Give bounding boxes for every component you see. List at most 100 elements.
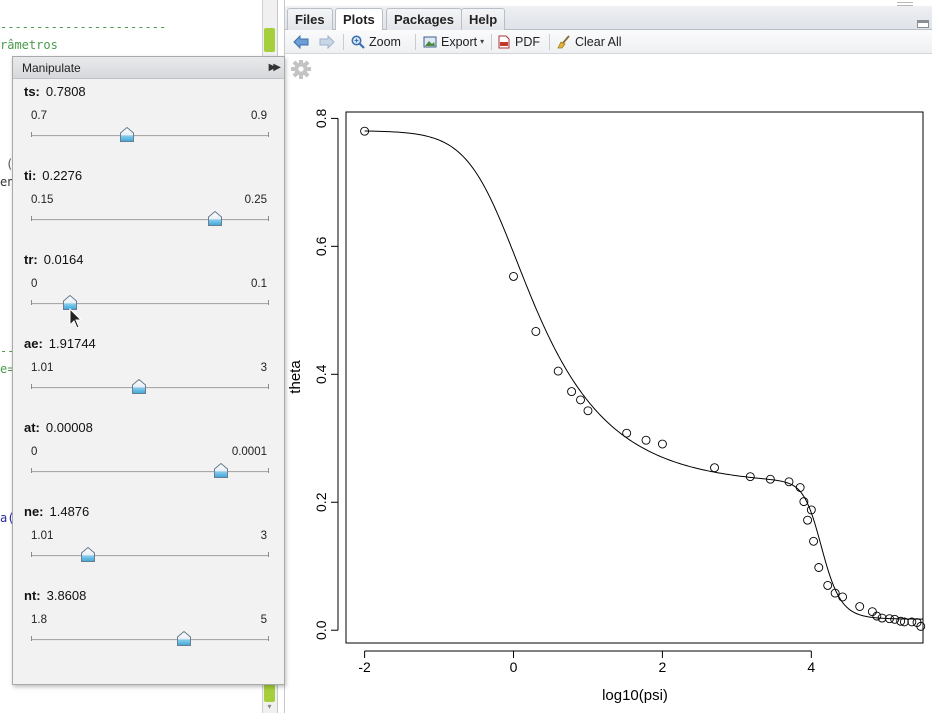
slider-tick [268, 216, 269, 221]
scroll-down-icon[interactable]: ▾ [267, 702, 272, 711]
slider-track[interactable] [31, 639, 268, 641]
slider-max-label: 0.25 [244, 194, 267, 206]
x-axis-label: log10(psi) [602, 687, 668, 704]
slider-thumb[interactable] [207, 211, 222, 226]
data-point [576, 395, 585, 405]
splitter-grip-icon[interactable] [897, 2, 913, 6]
slider-param-name: ti: [24, 168, 37, 183]
plots-toolbar: Zoom Export ▾ PDF Clear All [285, 30, 932, 54]
slider-track[interactable] [31, 303, 268, 305]
data-point [567, 387, 577, 397]
slider-min-label: 1.01 [31, 530, 54, 542]
scrollbar-thumb[interactable] [264, 28, 275, 52]
minimize-pane-icon[interactable] [917, 20, 929, 28]
data-point [360, 126, 370, 136]
slider-param-name: nt: [24, 588, 41, 603]
slider-thumb[interactable] [119, 127, 134, 142]
slider-label: ne: 1.4876 [24, 504, 89, 519]
slider-min-label: 0.15 [31, 194, 54, 206]
y-tick-label: 0.0 [313, 620, 329, 640]
slider-value: 0.0164 [43, 252, 84, 267]
slider-tick [31, 132, 32, 137]
arrow-right-icon [319, 35, 335, 49]
slider-max-label: 3 [260, 530, 267, 542]
toolbar-divider [343, 34, 344, 50]
tab-packages[interactable]: Packages [386, 8, 462, 30]
y-tick-label: 0.6 [313, 236, 329, 256]
slider-tick [268, 384, 269, 389]
toolbar-divider [549, 34, 550, 50]
code-line: ( [6, 157, 14, 171]
x-tick-label: -2 [358, 659, 371, 675]
slider-value: 1.91744 [48, 336, 96, 351]
plot-box [345, 111, 924, 644]
tab-plots[interactable]: Plots [335, 8, 383, 31]
slider-param-name: at: [24, 420, 40, 435]
gear-icon[interactable] [291, 60, 311, 79]
tab-help[interactable]: Help [461, 8, 506, 30]
chevron-down-icon: ▾ [480, 37, 485, 46]
plot-area: -2 0 2 4 0.0 0.2 0.4 0.6 0.8 log10(psi) theta [287, 60, 926, 704]
slider-tick [268, 468, 269, 473]
manipulate-panel: Manipulate ▶▶ ts: 0.7808 0.7 0.9 ti: 0.2276 0.… [12, 56, 285, 685]
forward-button[interactable] [319, 32, 335, 52]
slider-track[interactable] [31, 555, 268, 557]
export-image-icon [423, 36, 437, 48]
slider-ts: ts: 0.7808 0.7 0.9 [13, 84, 284, 168]
y-tick-label: 0.4 [313, 364, 329, 384]
slider-track[interactable] [31, 135, 268, 137]
arrow-left-icon [293, 35, 309, 49]
back-button[interactable] [293, 32, 309, 52]
slider-tick [31, 384, 32, 389]
tab-files[interactable]: Files [287, 8, 333, 30]
slider-track[interactable] [31, 219, 268, 221]
slider-thumb[interactable] [213, 463, 228, 478]
data-point [745, 472, 755, 482]
slider-track[interactable] [31, 387, 268, 389]
code-line: e= [0, 362, 15, 376]
data-point [890, 614, 900, 624]
slider-tick [31, 636, 32, 641]
clear-all-button[interactable]: Clear All [557, 32, 622, 52]
pdf-icon [498, 35, 510, 49]
y-axis: 0.0 0.2 0.4 0.6 0.8 [313, 108, 339, 640]
slider-track[interactable] [31, 471, 268, 473]
slider-thumb[interactable] [132, 379, 147, 394]
data-point [855, 602, 865, 611]
pane-tab-bar: Files Plots Packages Help [285, 6, 932, 31]
zoom-button[interactable]: Zoom [351, 32, 401, 52]
slider-thumb[interactable] [80, 547, 95, 562]
slider-min-label: 1.01 [31, 362, 54, 374]
slider-tick [31, 300, 32, 305]
data-point [867, 607, 877, 617]
scrollbar-thumb[interactable] [264, 684, 275, 702]
slider-max-label: 3 [260, 362, 267, 374]
x-axis: -2 0 2 4 [358, 650, 815, 675]
slider-label: ts: 0.7808 [24, 84, 86, 99]
slider-tick [268, 552, 269, 557]
slider-value: 0.2276 [42, 168, 83, 183]
data-points [360, 126, 926, 631]
data-point [657, 439, 667, 449]
data-point [806, 505, 816, 515]
manipulate-header: Manipulate ▶▶ [13, 57, 284, 79]
slider-thumb[interactable] [176, 631, 191, 646]
slider-tick [31, 468, 32, 473]
data-point [877, 613, 887, 623]
slider-ne: ne: 1.4876 1.01 3 [13, 504, 284, 588]
x-tick-label: 2 [659, 659, 667, 675]
slider-min-label: 0 [31, 446, 38, 458]
export-label: Export [441, 35, 478, 49]
y-axis-label: theta [287, 360, 304, 394]
slider-value: 1.4876 [49, 504, 90, 519]
slider-nt: nt: 3.8608 1.8 5 [13, 588, 284, 672]
export-button[interactable]: Export ▾ [423, 32, 484, 52]
data-point [583, 406, 593, 416]
collapse-double-arrow-icon[interactable]: ▶▶ [268, 62, 282, 73]
slider-max-label: 5 [260, 614, 267, 626]
data-point [622, 428, 632, 438]
data-point [823, 580, 833, 590]
data-point [765, 474, 775, 484]
pdf-button[interactable]: PDF [497, 32, 540, 52]
